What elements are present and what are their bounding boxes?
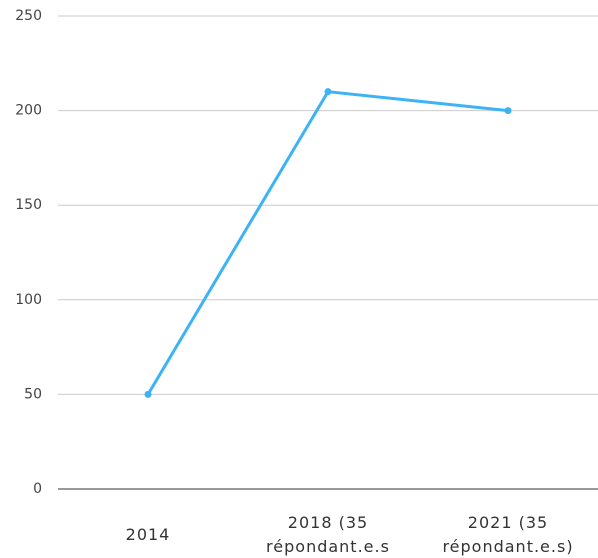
- line: [146, 90, 509, 396]
- y-tick-label: 0: [33, 481, 42, 497]
- point: [324, 88, 332, 96]
- x-tick-label: 2014: [125, 524, 171, 544]
- x-tick-label: 2018 (35 répondant.e.s: [266, 512, 390, 556]
- y-tick-label: 250: [15, 8, 42, 24]
- x-tick-label: 2021 (35 répondant.e.s): [442, 512, 574, 556]
- y-tick-label: 200: [15, 103, 42, 119]
- point: [144, 390, 152, 398]
- y-tick-label: 100: [15, 292, 42, 308]
- y-tick-label: 50: [24, 386, 42, 402]
- y-tick-label: 150: [15, 197, 42, 213]
- point: [504, 107, 512, 115]
